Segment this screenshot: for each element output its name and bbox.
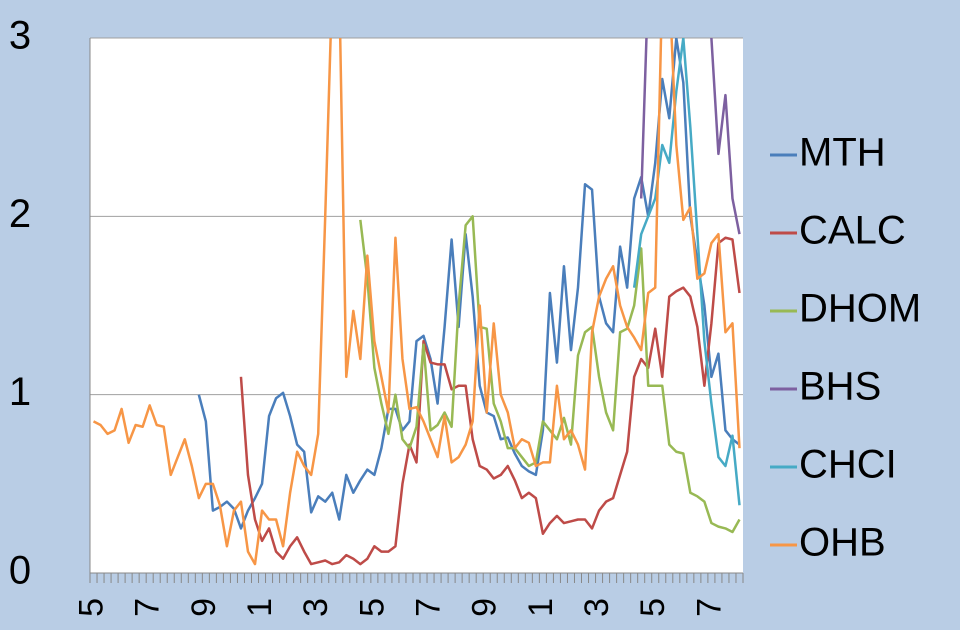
legend-label: MTH bbox=[799, 131, 886, 175]
x-tick-label: 7 bbox=[410, 598, 448, 617]
x-tick-label: 3 bbox=[297, 598, 335, 617]
series-line bbox=[359, 215, 741, 534]
legend-label: CALC bbox=[799, 209, 906, 253]
series-line bbox=[197, 38, 741, 530]
x-tick-label: 5 bbox=[72, 598, 110, 617]
x-tick-label: 1 bbox=[522, 598, 560, 617]
series-line bbox=[239, 236, 741, 566]
y-tick-label: 2 bbox=[9, 192, 31, 236]
x-tick-label: 9 bbox=[185, 598, 223, 617]
legend-label: OHB bbox=[799, 521, 886, 565]
lines bbox=[92, 38, 741, 566]
x-tick-label: 7 bbox=[129, 598, 167, 617]
legend-label: CHCI bbox=[799, 443, 897, 487]
series-line bbox=[639, 38, 741, 235]
x-tick-label: 5 bbox=[634, 598, 672, 617]
series-line bbox=[632, 38, 741, 506]
x-tick-label: 5 bbox=[353, 598, 391, 617]
y-tick-label: 0 bbox=[9, 549, 31, 593]
x-tick-label: 7 bbox=[690, 598, 728, 617]
legend-label: DHOM bbox=[799, 287, 921, 331]
x-tick-label: 9 bbox=[466, 598, 504, 617]
y-tick-label: 3 bbox=[9, 14, 31, 58]
x-tick-label: 3 bbox=[578, 598, 616, 617]
legend-label: BHS bbox=[799, 365, 881, 409]
x-tick-label: 1 bbox=[241, 598, 279, 617]
y-tick-label: 1 bbox=[9, 370, 31, 414]
series-line bbox=[92, 38, 741, 566]
